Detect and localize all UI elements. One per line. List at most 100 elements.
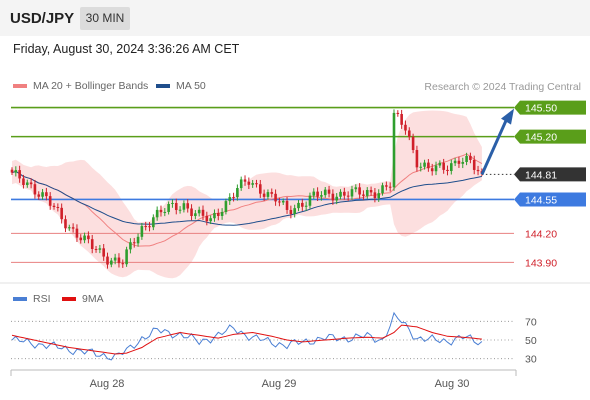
candle <box>232 192 235 202</box>
candle-body <box>281 200 285 203</box>
candle <box>262 189 266 201</box>
candle <box>396 110 400 117</box>
x-tick-label: Aug 28 <box>90 378 125 390</box>
candle <box>335 193 338 205</box>
candle <box>56 203 60 212</box>
candle-body <box>457 160 461 164</box>
candle <box>117 253 121 268</box>
candle <box>392 109 396 191</box>
candle <box>472 155 476 175</box>
candle-body <box>224 201 228 212</box>
rsi-legend: RSI <box>13 293 51 305</box>
candle-body <box>110 260 113 265</box>
candle-body <box>350 189 354 197</box>
price-label-current-bg <box>514 167 586 182</box>
candle-body <box>461 161 465 164</box>
candle <box>14 166 18 177</box>
candle <box>285 197 289 214</box>
candle <box>365 187 369 199</box>
candle <box>320 191 323 201</box>
candle <box>132 237 136 248</box>
candle-body <box>60 207 63 220</box>
timeframe-badge[interactable]: 30 MIN <box>80 7 130 30</box>
candle-body <box>469 155 472 160</box>
candle <box>121 259 125 268</box>
candle-body <box>400 114 403 125</box>
price-label-pivot: 144.55 <box>525 194 557 206</box>
rsi-swatch <box>13 297 27 302</box>
candle <box>270 188 274 198</box>
candle-body <box>216 212 220 216</box>
candle-body <box>205 215 209 222</box>
price-label-resistance: 145.50 <box>525 103 557 115</box>
candle-body <box>285 200 289 210</box>
candle-body <box>434 165 438 172</box>
candle-body <box>427 162 430 169</box>
candle <box>461 157 465 169</box>
rsi-legend-label: RSI <box>33 293 51 305</box>
candle <box>297 199 300 212</box>
candle-body <box>159 209 163 213</box>
candle-body <box>87 235 90 240</box>
candle-body <box>22 178 25 185</box>
candle <box>110 257 113 268</box>
candle-body <box>194 213 197 217</box>
candle <box>205 211 209 226</box>
candle-body <box>106 256 109 265</box>
candle-body <box>362 194 365 196</box>
candle-body <box>29 182 33 185</box>
candle-body <box>167 203 170 212</box>
candle <box>327 185 331 198</box>
candle-body <box>228 197 232 202</box>
candle-body <box>83 235 86 241</box>
candle <box>381 182 384 196</box>
candle <box>224 198 228 215</box>
candle <box>243 175 247 186</box>
candle-body <box>373 192 377 199</box>
candle-body <box>419 166 423 168</box>
candle <box>68 224 71 231</box>
research-credit: Research © 2024 Trading Central <box>424 81 581 93</box>
candle-body <box>266 192 270 197</box>
candle-body <box>56 206 60 208</box>
candle <box>388 182 392 192</box>
candle <box>362 190 365 201</box>
candle <box>407 127 411 141</box>
candle <box>369 186 373 196</box>
candle-body <box>331 193 335 201</box>
candle <box>155 206 159 221</box>
candle <box>71 223 75 233</box>
candle-body <box>472 159 476 170</box>
price-label-resistance-bg <box>514 129 586 144</box>
candle <box>281 198 285 206</box>
candle-body <box>320 195 323 197</box>
candle <box>182 200 186 213</box>
candle <box>255 179 258 188</box>
candle <box>438 160 442 168</box>
candle-body <box>98 248 102 250</box>
candle <box>136 233 140 247</box>
candle <box>358 183 361 199</box>
rsi-ma-swatch <box>62 297 76 302</box>
candle-body <box>339 191 342 197</box>
candle-body <box>358 187 361 195</box>
candle-body <box>247 181 251 185</box>
candle <box>60 203 63 224</box>
candle-body <box>117 257 121 264</box>
candle <box>251 180 254 188</box>
candle-body <box>197 209 201 214</box>
ma50-legend: MA 50 <box>156 80 206 92</box>
candle-body <box>316 191 319 197</box>
candle <box>350 185 354 200</box>
candle <box>304 201 308 211</box>
x-tick-label: Aug 30 <box>435 378 470 390</box>
candle-body <box>129 242 132 250</box>
forecast-arrow-head <box>501 108 514 125</box>
ma50-legend-label: MA 50 <box>176 80 206 92</box>
price-label-support: 144.20 <box>525 228 557 240</box>
candle-body <box>377 193 381 199</box>
candle-body <box>450 163 453 172</box>
candle-body <box>113 257 117 261</box>
candle-body <box>446 169 449 172</box>
candle-body <box>465 155 468 162</box>
